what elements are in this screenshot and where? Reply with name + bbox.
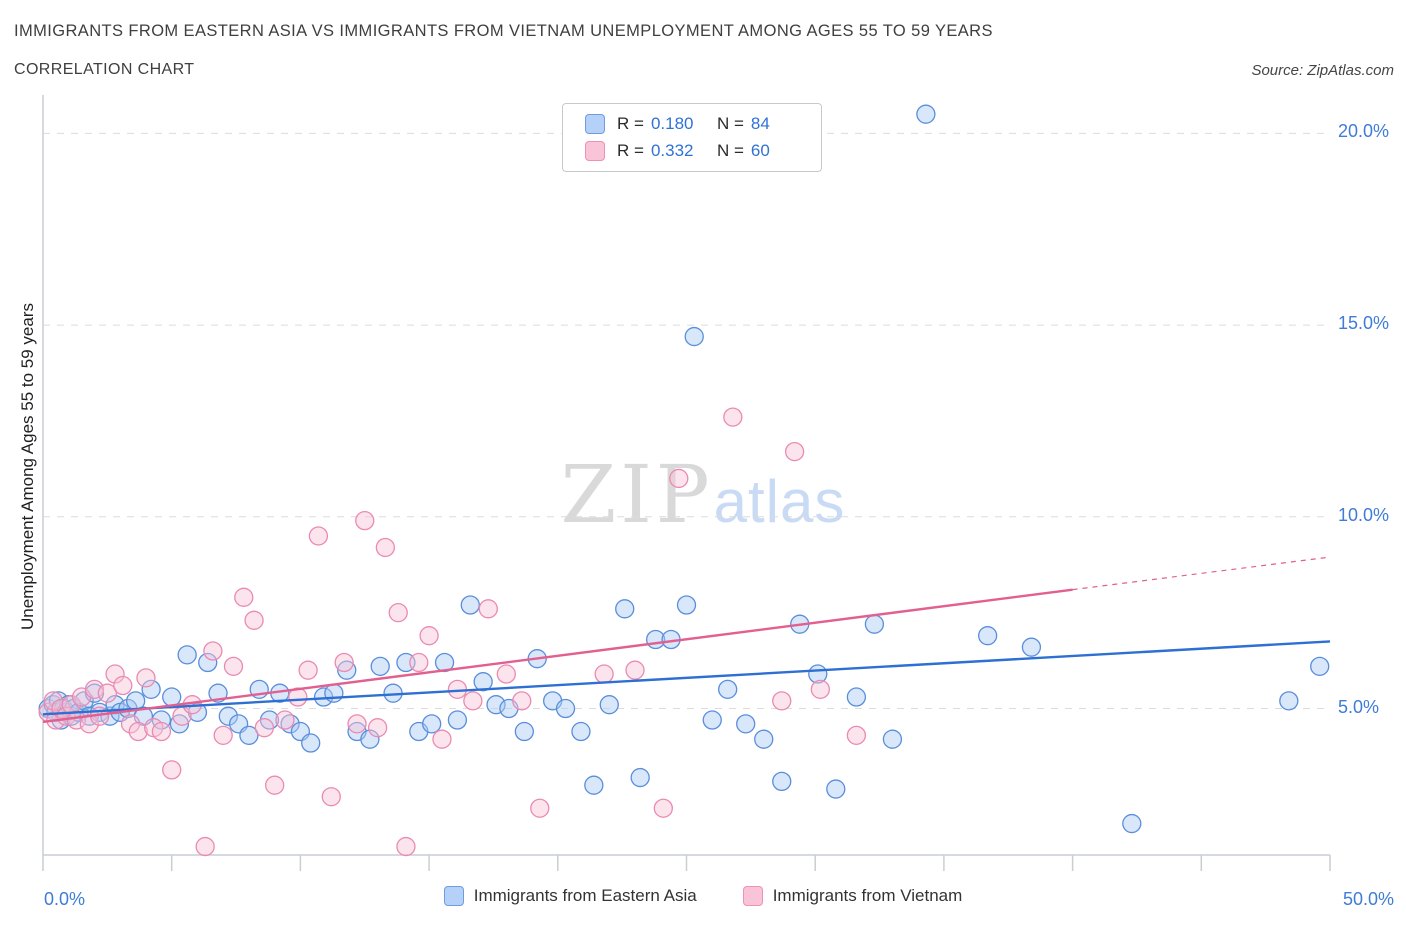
source-credit: Source: ZipAtlas.com: [1251, 62, 1394, 79]
y-axis-tick-label: 15.0%: [1338, 313, 1390, 334]
legend-label-eastern-asia: Immigrants from Eastern Asia: [473, 886, 697, 905]
eastern-asia-swatch-icon: [443, 886, 464, 906]
eastern-asia-swatch-icon: [585, 114, 605, 134]
n-label: N =: [716, 141, 744, 160]
correlation-stats-box: R = 0.180 N = 84 R = 0.332 N = 60: [562, 103, 822, 172]
page-title: IMMIGRANTS FROM EASTERN ASIA VS IMMIGRAN…: [14, 22, 993, 40]
stats-row-eastern-asia: R = 0.180 N = 84: [585, 114, 803, 134]
y-axis-tick-label: 10.0%: [1338, 504, 1390, 525]
n-label: N =: [716, 114, 744, 133]
y-axis-tick-label: 20.0%: [1338, 121, 1390, 142]
vietnam-swatch-icon: [585, 141, 605, 161]
r-value: 0.180: [650, 114, 694, 133]
y-axis-tick-label: 5.0%: [1338, 696, 1380, 717]
x-axis-tick-min: 0.0%: [44, 889, 86, 909]
legend-item-vietnam: Immigrants from Vietnam: [742, 886, 963, 906]
r-value: 0.332: [650, 141, 694, 160]
legend-item-eastern-asia: Immigrants from Eastern Asia: [443, 886, 697, 906]
page-subtitle: CORRELATION CHART: [14, 61, 195, 78]
n-value: 84: [750, 114, 770, 133]
legend-label-vietnam: Immigrants from Vietnam: [772, 886, 963, 905]
n-value: 60: [750, 141, 770, 160]
r-label: R =: [617, 114, 644, 133]
chart-legend: Immigrants from Eastern Asia Immigrants …: [0, 886, 1406, 906]
vietnam-swatch-icon: [742, 886, 763, 906]
r-label: R =: [617, 141, 644, 160]
stats-row-vietnam: R = 0.332 N = 60: [585, 141, 803, 161]
y-axis-label: Unemployment Among Ages 55 to 59 years: [18, 303, 37, 630]
x-axis-tick-max: 50.0%: [1342, 889, 1394, 909]
